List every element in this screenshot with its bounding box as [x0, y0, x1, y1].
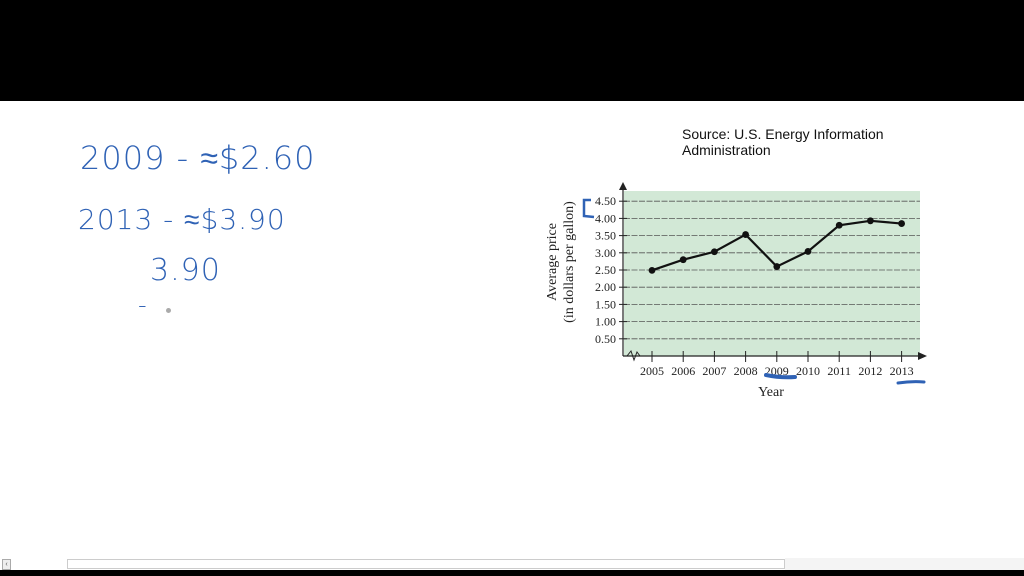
- note-2009-price: 2009 - ≈$2.60: [80, 139, 316, 177]
- y-tick-label: 3.00: [595, 246, 616, 260]
- y-tick-label: 2.00: [595, 280, 616, 294]
- y-tick-label: 4.50: [595, 194, 616, 208]
- x-tick-label: 2010: [796, 364, 820, 378]
- scrollbar-track[interactable]: [67, 559, 785, 569]
- data-point: [679, 256, 687, 264]
- scroll-left-button[interactable]: ‹: [2, 559, 11, 570]
- y-tick-label: 4.00: [595, 211, 616, 225]
- y-tick-label: 3.50: [595, 229, 616, 243]
- y-tick-label: 0.50: [595, 332, 616, 346]
- source-line-2: Administration: [682, 142, 771, 158]
- annotation-underline-2013: [896, 380, 926, 385]
- data-point: [867, 217, 874, 225]
- y-axis-label-line1: Average price: [545, 223, 560, 301]
- x-tick-label: 2011: [827, 364, 851, 378]
- data-point: [835, 221, 843, 229]
- series-points: [648, 217, 905, 274]
- note-dash: -: [138, 291, 148, 319]
- gas-price-line-chart: 0.50 1.00 1.50 2.00 2.50 3.00 3.50 4.00 4.50 200…: [545, 182, 927, 400]
- annotation-bracket: [582, 198, 595, 219]
- chart-source: Source: U.S. Energy Information Administ…: [682, 126, 884, 158]
- annotation-underline-2009: [764, 373, 797, 380]
- y-axis-label-line2: (in dollars per gallon): [562, 201, 577, 323]
- data-point: [711, 248, 718, 256]
- note-value: 3.90: [150, 253, 221, 288]
- x-tick-label: 2008: [734, 364, 758, 378]
- y-tick-labels: 0.50 1.00 1.50 2.00 2.50 3.00 3.50 4.00 4.50: [595, 194, 616, 346]
- y-tick-label: 2.50: [595, 263, 616, 277]
- whiteboard-canvas[interactable]: 2009 - ≈$2.60 2013 - ≈$3.90 3.90 - Sourc…: [0, 101, 1024, 558]
- x-tick-labels: 2005 2006 2007 2008 2009 2010 2011 2012 2013: [640, 351, 914, 378]
- x-tick-label: 2005: [640, 364, 664, 378]
- data-point: [742, 231, 749, 238]
- x-tick-label: 2013: [890, 364, 914, 378]
- gridlines: [619, 200, 920, 340]
- y-tick-label: 1.50: [595, 297, 616, 311]
- x-tick-label: 2006: [671, 364, 695, 378]
- axis-break-icon: [626, 349, 641, 362]
- y-axis-arrow: [619, 182, 627, 190]
- y-tick-label: 1.00: [595, 315, 616, 329]
- x-tick-label: 2012: [858, 364, 882, 378]
- plot-area: [624, 191, 920, 356]
- note-2013-price: 2013 - ≈$3.90: [78, 203, 286, 236]
- horizontal-scrollbar[interactable]: ‹: [0, 558, 1024, 570]
- data-point: [898, 220, 905, 227]
- data-point: [648, 266, 656, 274]
- x-axis-label: Year: [758, 385, 784, 400]
- cursor-dot: [166, 308, 171, 313]
- data-point: [773, 263, 781, 270]
- x-tick-label: 2007: [702, 364, 726, 378]
- data-point: [804, 248, 812, 255]
- x-axis-arrow: [918, 352, 927, 360]
- scrollbar-end: [785, 558, 1024, 570]
- source-line-1: Source: U.S. Energy Information: [682, 126, 884, 142]
